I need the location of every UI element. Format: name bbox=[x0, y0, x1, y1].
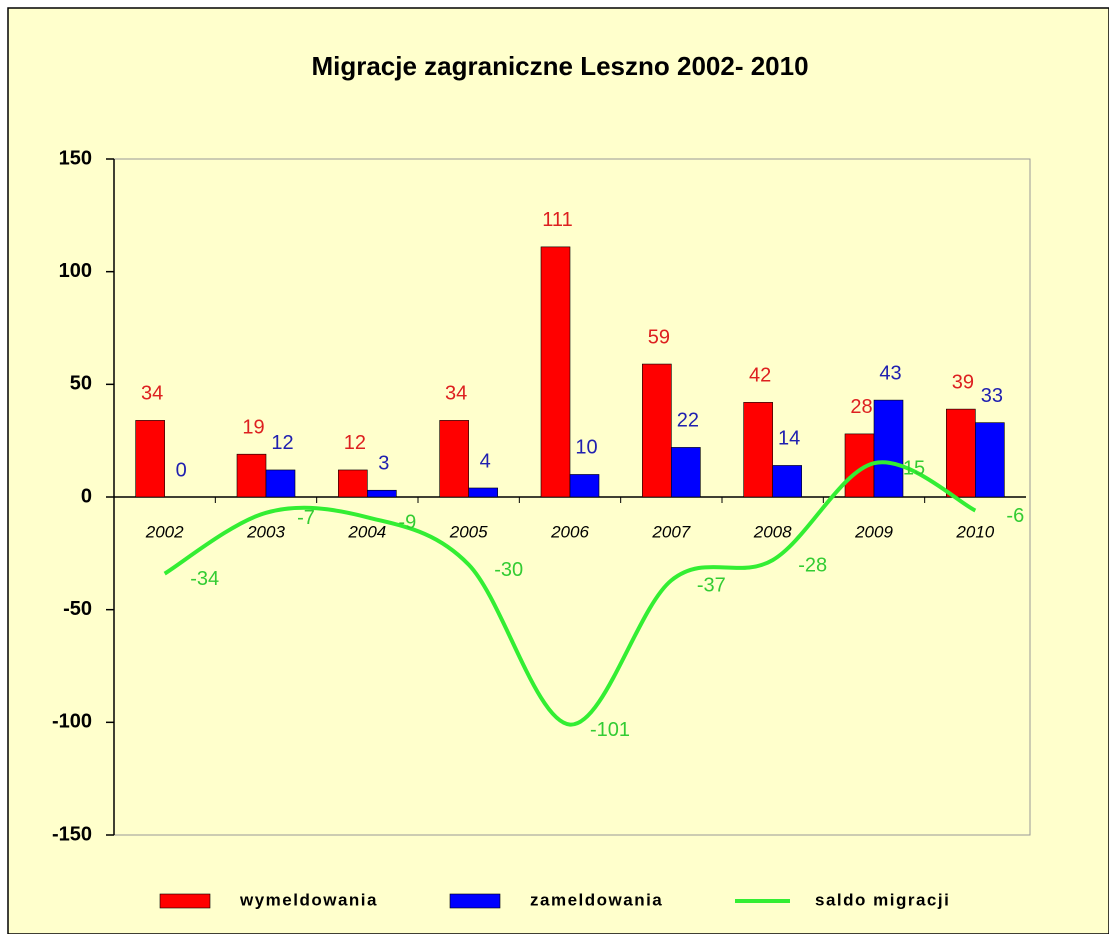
legend-label: wymeldowania bbox=[239, 890, 378, 909]
data-label: 14 bbox=[778, 428, 800, 450]
data-label: -28 bbox=[798, 554, 827, 576]
data-label: 111 bbox=[542, 209, 572, 231]
bar bbox=[975, 422, 1005, 498]
y-tick-label: 50 bbox=[70, 373, 92, 395]
bar bbox=[540, 246, 571, 498]
data-label: -101 bbox=[590, 719, 630, 741]
bar bbox=[873, 399, 904, 498]
bar bbox=[265, 469, 296, 498]
legend-swatch bbox=[449, 893, 501, 909]
x-tick-label: 2006 bbox=[550, 522, 589, 541]
x-tick-label: 2008 bbox=[753, 522, 792, 541]
data-label: 34 bbox=[141, 383, 163, 405]
data-label: 42 bbox=[749, 365, 771, 387]
data-label: -37 bbox=[697, 575, 726, 597]
y-tick-label: 100 bbox=[59, 260, 92, 282]
data-label: 12 bbox=[271, 432, 293, 454]
legend-label: zameldowania bbox=[530, 890, 663, 909]
data-label: 28 bbox=[850, 396, 872, 418]
data-label: 10 bbox=[575, 437, 597, 459]
data-label: 33 bbox=[981, 385, 1003, 407]
bar bbox=[569, 474, 600, 498]
data-label: 4 bbox=[480, 450, 491, 472]
chart-title: Migracje zagraniczne Leszno 2002- 2010 bbox=[311, 51, 808, 81]
x-tick-label: 2003 bbox=[246, 522, 285, 541]
data-label: -34 bbox=[190, 568, 219, 590]
bar bbox=[367, 489, 397, 498]
x-tick-label: 2009 bbox=[854, 522, 893, 541]
bar bbox=[946, 408, 976, 498]
data-label: 0 bbox=[176, 459, 187, 481]
data-label: 39 bbox=[952, 371, 974, 393]
data-label: 59 bbox=[648, 326, 670, 348]
data-label: -9 bbox=[398, 512, 416, 534]
x-tick-label: 2007 bbox=[651, 522, 690, 541]
y-tick-label: -150 bbox=[52, 823, 92, 845]
data-label: 12 bbox=[344, 432, 366, 454]
x-tick-label: 2005 bbox=[449, 522, 488, 541]
data-label: -30 bbox=[494, 559, 523, 581]
y-tick-label: 150 bbox=[59, 147, 92, 169]
data-label: 3 bbox=[378, 453, 389, 475]
bar bbox=[772, 465, 802, 498]
data-label: -6 bbox=[1006, 505, 1024, 527]
bar bbox=[236, 453, 267, 498]
y-tick-label: 0 bbox=[81, 485, 92, 507]
y-tick-label: -50 bbox=[63, 598, 92, 620]
data-label: 22 bbox=[677, 410, 699, 432]
data-label: 15 bbox=[903, 457, 925, 479]
data-label: -7 bbox=[297, 507, 315, 529]
legend-swatch bbox=[159, 893, 211, 909]
bar bbox=[338, 469, 368, 498]
bar bbox=[135, 420, 165, 498]
data-label: 34 bbox=[445, 383, 467, 405]
bar bbox=[468, 487, 498, 498]
data-label: 43 bbox=[879, 362, 901, 384]
legend-label: saldo migracji bbox=[815, 890, 950, 909]
x-tick-label: 2004 bbox=[347, 522, 386, 541]
bar bbox=[439, 420, 469, 498]
line bbox=[163, 460, 977, 727]
data-label: 19 bbox=[242, 416, 264, 438]
x-tick-label: 2010 bbox=[955, 522, 994, 541]
bar bbox=[671, 447, 701, 498]
bar bbox=[642, 363, 672, 498]
y-tick-label: -100 bbox=[52, 711, 92, 733]
x-tick-label: 2002 bbox=[145, 522, 184, 541]
bar bbox=[743, 402, 773, 498]
